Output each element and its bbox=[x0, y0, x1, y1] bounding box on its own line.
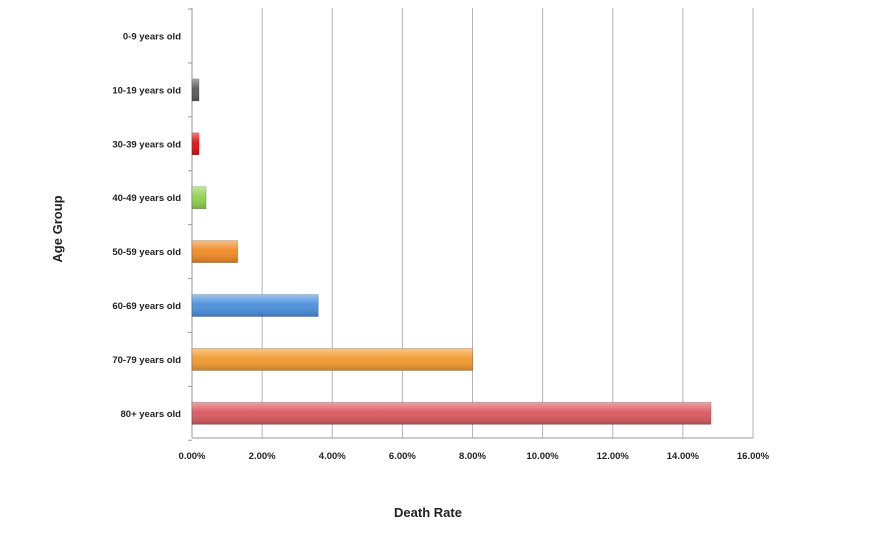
bar bbox=[191, 347, 473, 371]
category-label: 80+ years old bbox=[121, 409, 182, 420]
bar bbox=[191, 240, 238, 264]
x-tick-label: 16.00% bbox=[737, 451, 770, 462]
x-tick-label: 8.00% bbox=[459, 451, 486, 462]
x-tick-label: 10.00% bbox=[527, 451, 560, 462]
category-label: 50-59 years old bbox=[112, 247, 181, 258]
category-label: 60-69 years old bbox=[112, 301, 181, 312]
category-label: 10-19 years old bbox=[112, 85, 181, 96]
x-axis-title: Death Rate bbox=[394, 505, 462, 520]
category-label: 40-49 years old bbox=[112, 193, 181, 204]
category-labels: 0-9 years old 10-19 years old 30-39 years … bbox=[112, 32, 181, 420]
x-tick-label: 2.00% bbox=[249, 451, 276, 462]
x-tick-label: 12.00% bbox=[597, 451, 630, 462]
x-tick-label: 14.00% bbox=[667, 451, 700, 462]
bar bbox=[191, 186, 207, 210]
category-label: 30-39 years old bbox=[112, 139, 181, 150]
x-tick-labels: 0.00% 2.00% 4.00% 6.00% 8.00% 10.00% 12.00% 14.… bbox=[179, 451, 770, 462]
bars bbox=[191, 78, 712, 425]
x-tick-label: 0.00% bbox=[179, 451, 206, 462]
bar bbox=[191, 401, 712, 425]
x-tick-label: 4.00% bbox=[319, 451, 346, 462]
y-axis-title: Age Group bbox=[50, 195, 65, 262]
bar bbox=[191, 294, 319, 317]
x-tick-label: 6.00% bbox=[389, 451, 416, 462]
category-label: 0-9 years old bbox=[123, 32, 181, 43]
category-label: 70-79 years old bbox=[112, 355, 181, 366]
bar bbox=[191, 78, 200, 102]
gridlines bbox=[188, 8, 754, 441]
bar bbox=[191, 132, 200, 156]
